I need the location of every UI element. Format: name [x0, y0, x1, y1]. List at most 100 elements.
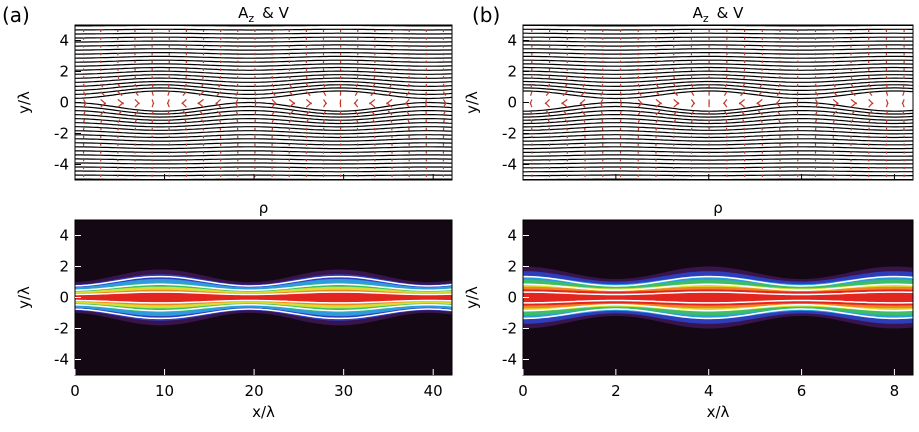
- plot-area: [523, 220, 913, 375]
- velocity-arrow: [904, 120, 905, 123]
- velocity-arrow: [203, 128, 204, 131]
- velocity-arrow: [833, 76, 834, 79]
- velocity-arrow: [101, 128, 102, 131]
- velocity-arrow: [391, 76, 392, 79]
- velocity-arrow: [84, 120, 85, 123]
- velocity-arrow: [374, 128, 375, 131]
- velocity-arrow: [549, 128, 550, 131]
- velocity-arrow: [602, 120, 603, 123]
- velocity-arrow: [797, 111, 798, 115]
- x-tick-label: 2: [611, 382, 621, 400]
- x-axis-label: x/λ: [707, 403, 730, 421]
- y-tick-label: 4: [59, 32, 69, 50]
- velocity-arrow: [255, 111, 256, 115]
- velocity-arrow: [797, 92, 798, 96]
- velocity-arrow: [903, 84, 904, 87]
- y-tick-label: 4: [507, 32, 517, 50]
- y-tick-label: -4: [502, 156, 517, 174]
- velocity-arrow: [761, 76, 762, 79]
- field-line: [523, 183, 913, 184]
- plot-area: [75, 220, 452, 375]
- y-tick-label: 4: [59, 227, 69, 245]
- velocity-arrow: [638, 76, 639, 79]
- field-line: [75, 171, 452, 172]
- field-line: [75, 175, 452, 176]
- y-axis-label: y/λ: [463, 91, 481, 114]
- velocity-arrow: [674, 76, 675, 79]
- y-axis-label: y/λ: [15, 91, 33, 114]
- x-tick-label: 10: [155, 382, 174, 400]
- chart-title: ρ: [713, 199, 723, 217]
- y-tick-label: 2: [59, 258, 69, 276]
- velocity-arrow: [531, 120, 532, 123]
- plot-area: [75, 21, 452, 183]
- x-tick-label: 30: [334, 382, 353, 400]
- velocity-arrow: [152, 120, 153, 123]
- velocity-arrow: [656, 76, 657, 79]
- velocity-arrow: [851, 76, 852, 79]
- velocity-arrow: [797, 99, 798, 104]
- velocity-arrow: [220, 128, 221, 131]
- velocity-arrow: [220, 76, 221, 79]
- velocity-arrow: [357, 76, 358, 79]
- y-axis-label: y/λ: [463, 286, 481, 309]
- velocity-arrow: [549, 76, 550, 79]
- velocity-arrow: [726, 76, 727, 79]
- x-tick-label: 20: [245, 382, 264, 400]
- velocity-arrow: [186, 128, 187, 131]
- velocity-arrow: [306, 76, 307, 79]
- velocity-arrow: [374, 76, 375, 79]
- y-tick-label: 0: [59, 289, 69, 307]
- chart-title: Az& V: [238, 4, 290, 25]
- velocity-arrow: [621, 111, 622, 115]
- velocity-arrow: [762, 128, 763, 131]
- y-tick-label: -4: [54, 351, 69, 369]
- velocity-arrow: [531, 84, 532, 87]
- velocity-arrow: [886, 84, 887, 87]
- title-part: ρ: [259, 199, 269, 217]
- title-part: & V: [717, 4, 744, 22]
- velocity-arrow: [186, 76, 187, 79]
- field-line: [75, 33, 452, 34]
- velocity-arrow: [869, 128, 870, 131]
- title-part: z: [703, 12, 709, 25]
- field-line: [523, 171, 913, 172]
- velocity-arrow: [584, 76, 585, 79]
- y-tick-label: -4: [54, 156, 69, 174]
- panel-label: (a): [2, 3, 30, 27]
- velocity-arrow: [152, 84, 153, 87]
- y-tick-label: 2: [507, 63, 517, 81]
- velocity-arrow: [169, 120, 170, 123]
- velocity-arrow: [306, 128, 307, 131]
- field-line: [75, 29, 452, 30]
- velocity-arrow: [272, 76, 273, 79]
- velocity-arrow: [886, 120, 887, 123]
- title-part: & V: [262, 4, 289, 22]
- x-axis-label: x/λ: [252, 403, 275, 421]
- y-tick-label: -4: [502, 351, 517, 369]
- velocity-arrow: [101, 76, 102, 79]
- velocity-arrow: [409, 76, 410, 79]
- x-tick-label: 8: [890, 382, 900, 400]
- title-part: z: [248, 12, 254, 25]
- velocity-arrow: [118, 128, 119, 131]
- velocity-arrow: [237, 120, 238, 123]
- x-tick-label: 40: [424, 382, 443, 400]
- velocity-arrow: [816, 120, 817, 123]
- velocity-arrow: [135, 76, 136, 79]
- velocity-arrow: [779, 76, 780, 79]
- y-axis-label: y/λ: [15, 286, 33, 309]
- velocity-arrow: [289, 128, 290, 131]
- field-line: [523, 175, 913, 176]
- x-tick-label: 4: [704, 382, 714, 400]
- velocity-arrow: [744, 76, 745, 79]
- field-line: [75, 183, 452, 184]
- y-tick-label: -2: [502, 125, 517, 143]
- title-part: ρ: [713, 199, 723, 217]
- velocity-arrow: [169, 84, 170, 87]
- field-line: [523, 29, 913, 30]
- x-tick-label: 0: [70, 382, 80, 400]
- velocity-arrow: [135, 128, 136, 131]
- chart-title: ρ: [259, 199, 269, 217]
